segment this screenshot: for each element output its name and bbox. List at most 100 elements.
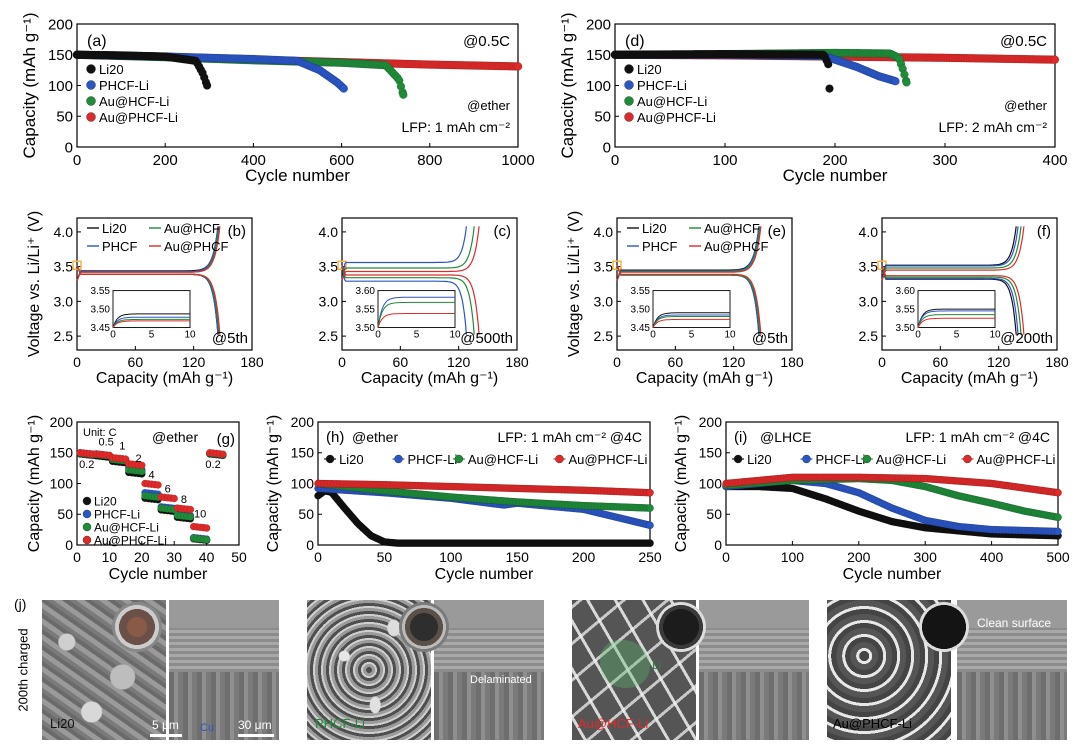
annotation: @200th: [1000, 330, 1053, 347]
legend-marker: [624, 64, 634, 74]
annotation: @0.5C: [463, 33, 510, 50]
panel-label: (d): [625, 33, 645, 50]
x-tick-label: 30: [166, 549, 182, 565]
legend-entry: Au@PHCF-Li: [637, 110, 716, 125]
discharge-curve-au-phcf: [616, 264, 762, 335]
y-tick-label: 4.0: [319, 224, 339, 240]
data-point: [202, 524, 211, 532]
annotation: Unit: C: [83, 427, 117, 439]
x-tick-label: 200: [822, 152, 847, 169]
x-tick-label: 120: [722, 354, 746, 370]
legend-entry: Au@HCF: [704, 221, 760, 236]
charge-curve-au-phcf: [76, 226, 221, 281]
panel-label: (a): [87, 33, 107, 50]
y-tick-label: 0: [603, 139, 611, 156]
inset-curve-phcf: [652, 314, 730, 328]
series-li20: [610, 49, 834, 93]
x-axis-label: Cycle number: [245, 166, 350, 185]
annotation: @LHCE: [760, 429, 812, 445]
charge-curve-phcf: [881, 226, 1019, 281]
x-axis-label: Capacity (mAh g⁻¹): [96, 370, 233, 387]
y-tick-label: 150: [699, 445, 723, 461]
legend-entry: Au@PHCF-Li: [568, 452, 647, 467]
plot-frame: [616, 217, 793, 351]
inset-curve-au-phcf: [112, 320, 190, 328]
data-point: [1050, 55, 1060, 64]
discharge-curve-li20: [881, 265, 1017, 335]
charge-curve-phcf: [341, 226, 467, 281]
scale-text: 5 μm: [152, 718, 179, 732]
y-axis-label: Capacity (mAh g⁻¹): [673, 415, 690, 552]
capacity-marker: [72, 260, 82, 270]
rate-label: 0.2: [79, 459, 94, 471]
discharge-curve-au-hcf: [881, 265, 1022, 335]
x-axis-label: Capacity (mAh g⁻¹): [901, 370, 1038, 387]
inset-curve-au-hcf: [112, 318, 190, 328]
rate-label: 2: [135, 453, 141, 465]
data-point: [825, 84, 834, 93]
y-tick-label: 0: [714, 537, 722, 553]
legend-marker: [624, 80, 634, 90]
sem-label: Au@HCF-Li: [578, 716, 649, 731]
legend-marker: [82, 535, 92, 545]
inset-x-tick: 0: [110, 330, 116, 341]
legend-entry: PHCF-Li: [94, 508, 140, 522]
inset-f: 0 5 10 3.50 3.55 3.60: [896, 286, 1001, 340]
legend-entry: Au@HCF-Li: [468, 452, 538, 467]
legend-entry: Li20: [637, 62, 662, 77]
y-tick-label: 2.5: [859, 328, 879, 344]
charge-curve-li20: [881, 226, 1017, 281]
legend-marker: [394, 454, 403, 464]
inset-y-tick: 3.55: [896, 305, 916, 316]
y-axis-label: Capacity (mAh g⁻¹): [558, 13, 577, 159]
series-au-phcf-li: [314, 479, 654, 497]
sem-label: PHCF-Li: [315, 716, 365, 731]
y-tick-label: 0: [65, 139, 73, 156]
inset-x-tick: 10: [184, 330, 196, 341]
cu-label: Cu: [200, 722, 215, 734]
inset-curve-au-hcf: [652, 316, 730, 328]
x-tick-label: 180: [1045, 354, 1069, 370]
y-tick-label: 0: [65, 537, 73, 553]
x-tick-label: 20: [134, 549, 150, 565]
inset-x-tick: 5: [149, 330, 155, 341]
data-point: [513, 62, 523, 71]
plot-frame: [881, 217, 1058, 351]
y-axis-label: Capacity (mAh g⁻¹): [265, 415, 282, 552]
charge-curve-au-phcf: [341, 226, 480, 281]
panel-label: (g): [217, 431, 235, 448]
legend-entry: PHCF-Li: [99, 78, 149, 93]
legend-marker: [733, 454, 743, 464]
y-tick-label: 3.5: [319, 259, 339, 275]
y-tick-label: 200: [48, 16, 73, 33]
y-tick-label: 150: [48, 47, 73, 64]
y-tick-label: 2.5: [319, 328, 339, 344]
x-tick-label: 0: [73, 152, 81, 169]
discharge-curve-phcf: [341, 265, 467, 335]
annotation: LFP: 1 mAh cm⁻² @4C: [905, 429, 1050, 445]
data-point: [154, 481, 162, 489]
annotation: @ether: [152, 429, 198, 445]
legend-marker: [555, 454, 564, 464]
charge-curve-phcf: [616, 226, 760, 281]
sem-cross-section: [434, 600, 544, 740]
x-tick-label: 400: [980, 549, 1004, 565]
inset-x-tick: 5: [414, 330, 420, 341]
x-tick-label: 60: [393, 354, 409, 370]
rate-label: 8: [181, 494, 187, 506]
y-tick-label: 100: [699, 475, 723, 491]
x-tick-label: 10: [102, 549, 118, 565]
annotation: @ether: [1004, 98, 1047, 113]
data-point: [1054, 513, 1062, 522]
data-point: [1054, 527, 1062, 536]
plot-frame: [76, 217, 253, 351]
x-tick-label: 100: [439, 549, 463, 565]
chart-e: 0 60 120 180 2.5 3.0 3.5 4.0 Capacity (mAh g⁻¹) V…: [566, 211, 804, 387]
panel-label: (i): [734, 429, 747, 446]
legend-entry: Li20: [642, 221, 667, 236]
inset-curve-phcf: [112, 316, 190, 328]
data-point: [202, 81, 212, 90]
row-label-text: 200th charged: [15, 628, 31, 712]
y-tick-label: 3.0: [54, 293, 74, 309]
